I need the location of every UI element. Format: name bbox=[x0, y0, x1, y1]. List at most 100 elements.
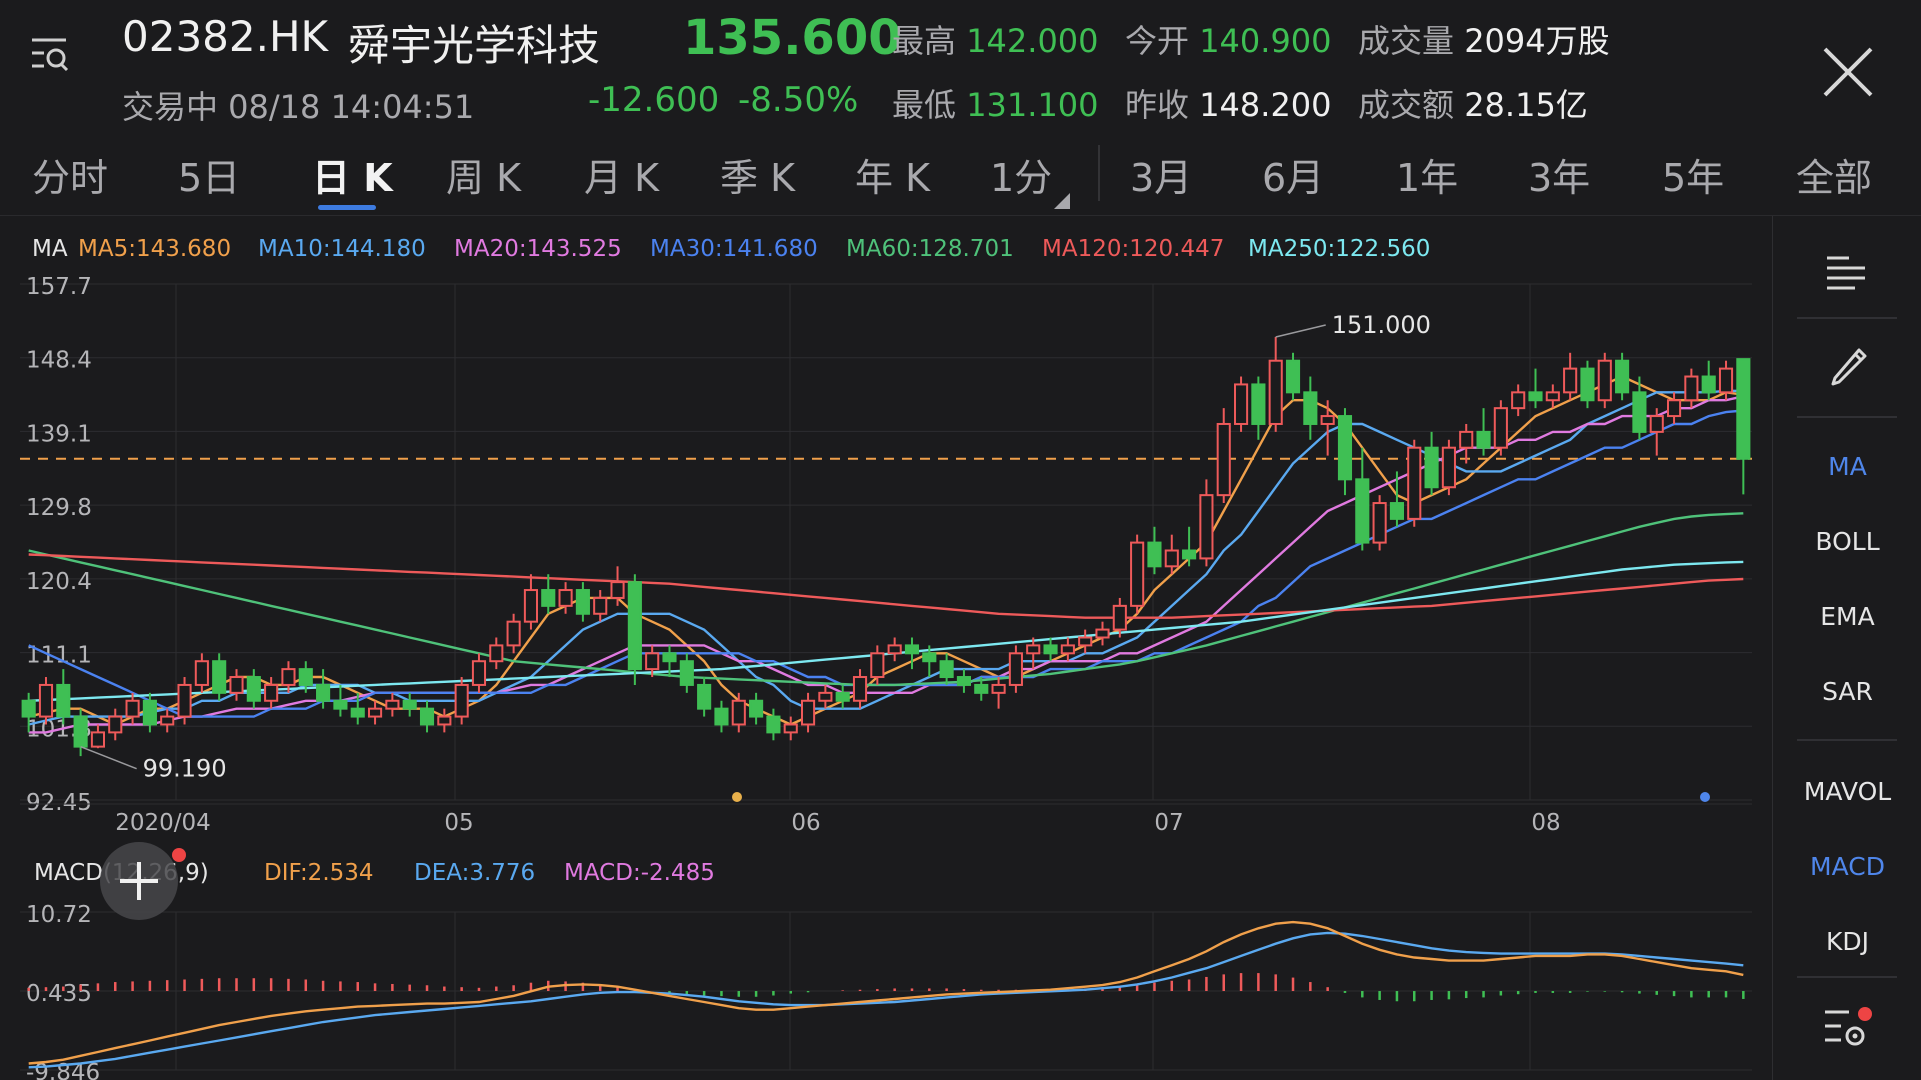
search-list-icon[interactable] bbox=[30, 36, 70, 72]
tab-13[interactable]: 全部 bbox=[1796, 156, 1873, 200]
candle-body[interactable] bbox=[627, 581, 642, 671]
candle-body[interactable] bbox=[1545, 391, 1560, 402]
candle-body[interactable] bbox=[1459, 430, 1474, 449]
candle-body[interactable] bbox=[419, 707, 435, 726]
tab-1[interactable]: 5日 bbox=[178, 156, 241, 200]
candle-body[interactable] bbox=[506, 620, 521, 647]
candle-body[interactable] bbox=[1355, 478, 1370, 544]
candle-body[interactable] bbox=[90, 731, 106, 748]
candle-body[interactable] bbox=[852, 676, 868, 702]
candle-body[interactable] bbox=[264, 683, 279, 702]
candle-body[interactable] bbox=[645, 652, 660, 671]
pencil-icon[interactable] bbox=[1827, 344, 1869, 386]
candle-body[interactable] bbox=[1563, 367, 1578, 394]
tab-5[interactable]: 季 K bbox=[720, 156, 795, 200]
candle-body[interactable] bbox=[316, 683, 331, 702]
candle-body[interactable] bbox=[1511, 391, 1526, 410]
indicator-macd[interactable]: MACD bbox=[1810, 852, 1885, 881]
candle-body[interactable] bbox=[212, 660, 227, 694]
settings-list-icon[interactable] bbox=[1823, 1006, 1873, 1052]
candle-body[interactable] bbox=[142, 699, 157, 726]
candle-body[interactable] bbox=[1008, 652, 1023, 686]
candle-body[interactable] bbox=[818, 691, 833, 702]
align-lines-icon[interactable] bbox=[1825, 254, 1869, 290]
tab-10[interactable]: 1年 bbox=[1396, 156, 1459, 200]
candle-body[interactable] bbox=[1684, 375, 1699, 402]
candle-body[interactable] bbox=[1112, 604, 1127, 631]
tab-2[interactable]: 日 K bbox=[312, 156, 393, 200]
indicator-sar[interactable]: SAR bbox=[1822, 677, 1873, 706]
candle-body[interactable] bbox=[974, 683, 989, 694]
tab-0[interactable]: 分时 bbox=[32, 156, 109, 200]
candle-body[interactable] bbox=[1528, 391, 1543, 402]
candle-body[interactable] bbox=[229, 676, 244, 694]
candle-body[interactable] bbox=[800, 699, 816, 726]
candle-body[interactable] bbox=[489, 644, 504, 663]
candle-body[interactable] bbox=[194, 660, 209, 686]
candle-body[interactable] bbox=[1424, 446, 1439, 489]
indicator-mavol[interactable]: MAVOL bbox=[1803, 777, 1892, 806]
candle-body[interactable] bbox=[21, 699, 36, 718]
event-marker[interactable] bbox=[1700, 792, 1710, 802]
candle-body[interactable] bbox=[1216, 422, 1231, 497]
candle-body[interactable] bbox=[437, 715, 452, 726]
tab-8[interactable]: 3月 bbox=[1130, 156, 1193, 200]
indicator-ema[interactable]: EMA bbox=[1820, 602, 1875, 631]
candle-body[interactable] bbox=[385, 699, 400, 710]
candle-body[interactable] bbox=[939, 660, 954, 679]
candle-body[interactable] bbox=[350, 707, 365, 718]
candle-body[interactable] bbox=[1026, 644, 1041, 655]
candle-body[interactable] bbox=[1060, 644, 1075, 655]
candle-body[interactable] bbox=[1043, 644, 1058, 655]
candle-body[interactable] bbox=[1130, 541, 1145, 607]
candle-body[interactable] bbox=[1476, 430, 1491, 449]
candle-body[interactable] bbox=[870, 652, 885, 679]
candle-body[interactable] bbox=[766, 715, 781, 734]
candle-body[interactable] bbox=[1615, 359, 1630, 394]
stock-chart[interactable]: MA MA5:143.680 MA10:144.180 MA20:143.525 MA3… bbox=[0, 216, 1772, 1080]
candle-body[interactable] bbox=[1268, 359, 1283, 425]
candle-body[interactable] bbox=[125, 699, 140, 718]
candle-body[interactable] bbox=[749, 699, 764, 718]
candle-body[interactable] bbox=[471, 660, 487, 686]
candle-body[interactable] bbox=[1233, 383, 1249, 425]
indicator-ma[interactable]: MA bbox=[1828, 452, 1867, 481]
candle-body[interactable] bbox=[679, 660, 694, 686]
candle-body[interactable] bbox=[610, 581, 625, 599]
event-marker[interactable] bbox=[732, 792, 742, 802]
candle-body[interactable] bbox=[1597, 359, 1612, 402]
candle-body[interactable] bbox=[887, 644, 902, 655]
tab-12[interactable]: 5年 bbox=[1662, 156, 1725, 200]
candle-body[interactable] bbox=[593, 596, 608, 615]
candle-body[interactable] bbox=[1389, 502, 1405, 520]
tab-4[interactable]: 月 K bbox=[584, 156, 659, 200]
indicator-boll[interactable]: BOLL bbox=[1815, 527, 1880, 556]
candle-body[interactable] bbox=[1372, 502, 1387, 544]
candle-body[interactable] bbox=[1580, 367, 1595, 402]
candle-body[interactable] bbox=[1632, 391, 1647, 433]
candle-body[interactable] bbox=[922, 652, 937, 663]
candle-body[interactable] bbox=[177, 683, 192, 718]
candle-body[interactable] bbox=[1320, 415, 1335, 425]
candle-body[interactable] bbox=[246, 676, 261, 702]
tab-6[interactable]: 年 K bbox=[855, 156, 930, 200]
add-button[interactable] bbox=[100, 842, 178, 920]
candle-body[interactable] bbox=[1649, 415, 1664, 433]
tab-7[interactable]: 1分 bbox=[990, 156, 1053, 200]
candle-body[interactable] bbox=[1407, 446, 1422, 520]
candle-body[interactable] bbox=[108, 715, 123, 734]
candle-body[interactable] bbox=[991, 683, 1006, 694]
candle-body[interactable] bbox=[1701, 375, 1716, 394]
candle-body[interactable] bbox=[1337, 415, 1353, 481]
candle-body[interactable] bbox=[1199, 494, 1214, 560]
candle-body[interactable] bbox=[1303, 391, 1318, 425]
tab-3[interactable]: 周 K bbox=[446, 156, 521, 200]
candle-body[interactable] bbox=[714, 707, 729, 726]
candle-body[interactable] bbox=[367, 707, 383, 718]
candle-body[interactable] bbox=[1182, 549, 1197, 560]
candle-body[interactable] bbox=[1718, 367, 1734, 394]
candle-body[interactable] bbox=[454, 683, 469, 718]
candle-body[interactable] bbox=[1493, 407, 1508, 449]
candle-body[interactable] bbox=[160, 715, 175, 726]
candle-body[interactable] bbox=[1078, 636, 1093, 647]
